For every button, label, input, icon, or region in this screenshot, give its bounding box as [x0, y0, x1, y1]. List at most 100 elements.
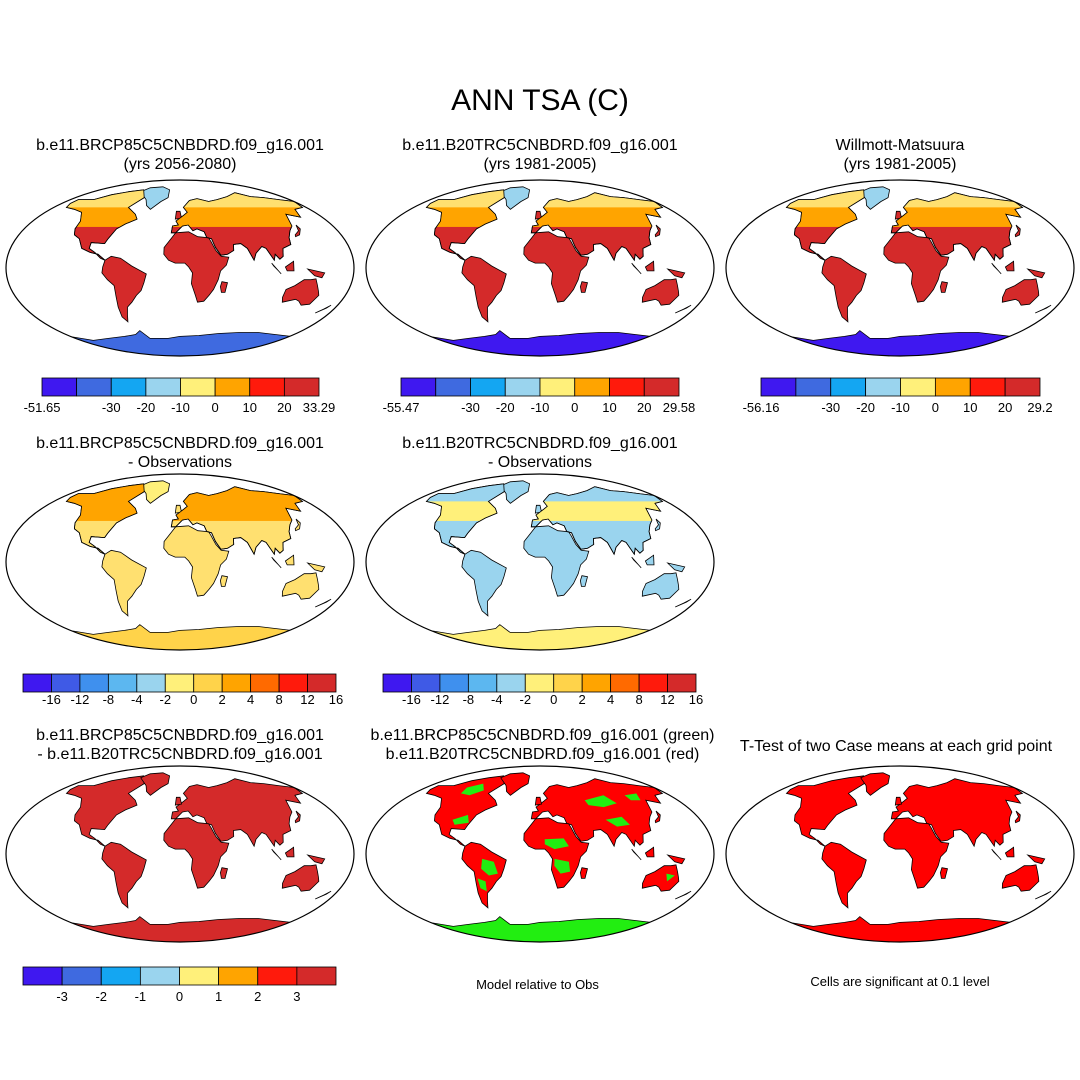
colorbar-swatch	[164, 673, 195, 693]
colorbar-tick-label: 4	[607, 692, 615, 707]
landmass-nz	[675, 304, 692, 314]
landmass-australia	[641, 864, 680, 892]
map-border	[365, 179, 715, 357]
landmass-southAm	[101, 549, 147, 617]
landmass-indonesia1	[991, 262, 1002, 275]
caption-model-relative: Model relative to Obs	[476, 977, 599, 992]
landmass-madagascar	[579, 867, 588, 879]
colorbar-swatch	[110, 377, 147, 397]
map-p5	[365, 473, 715, 651]
colorbar-tick-label: -16	[402, 692, 421, 707]
landmass-southAm	[101, 255, 147, 323]
colorbar-swatch	[470, 377, 506, 397]
colorbar-tick-label: 20	[997, 400, 1013, 415]
colorbar-swatch	[524, 673, 555, 693]
landmass-nz	[1035, 304, 1052, 314]
landmass-png	[306, 268, 326, 279]
landmass-indonesia2	[644, 554, 655, 566]
landmass-png	[306, 854, 326, 865]
colorbar-swatch	[139, 966, 180, 986]
colorbar-tick-label: 0	[550, 692, 558, 707]
landmass-png	[666, 562, 686, 573]
colorbar-tick-label: -20	[136, 400, 156, 415]
colorbar-tick-label: -51.65	[23, 400, 61, 415]
colorbar-swatch	[136, 673, 166, 693]
colorbar-swatch	[179, 966, 220, 986]
landmass-indonesia2	[284, 846, 295, 858]
colorbar-tick-label: 20	[637, 400, 652, 415]
colorbar-swatch	[574, 377, 610, 397]
landmass-japan	[654, 224, 661, 238]
map-border	[5, 473, 355, 651]
landmass-indonesia1	[991, 848, 1002, 861]
colorbar-tick-label: 12	[660, 692, 675, 707]
colorbar-tick-label: 10	[602, 400, 617, 415]
landmass-madagascar	[939, 867, 948, 879]
green-patch	[452, 814, 469, 825]
colorbar-tick-label: 29.2	[1027, 400, 1053, 415]
colorbar-tick-label: -10	[891, 400, 910, 415]
map-border	[725, 179, 1075, 357]
colorbar-swatch	[969, 377, 1006, 397]
colorbar-tick-label: 2	[254, 989, 262, 1004]
landmass-nz	[315, 304, 332, 314]
map-ocean	[366, 766, 714, 942]
panel-2-title-line2: (yrs 1981-2005)	[483, 156, 597, 173]
colorbar-tick-label: -8	[462, 692, 475, 707]
landmass-africa	[523, 231, 590, 303]
landmass-greenland	[500, 480, 531, 504]
colorbar-swatch	[439, 673, 469, 693]
colorbar-swatch	[76, 377, 112, 397]
colorbar-tick-label: 8	[275, 692, 283, 707]
map-ocean	[726, 766, 1074, 942]
green-patch	[477, 878, 487, 892]
landmass-southAm	[821, 841, 867, 909]
landmass-southAm	[101, 841, 147, 909]
panel-8-title: T-Test of two Case means at each grid po…	[712, 737, 1080, 756]
colorbar-swatch	[504, 377, 541, 397]
map-ocean	[6, 766, 354, 942]
colorbar-swatch	[400, 377, 437, 397]
green-patch	[584, 795, 617, 808]
colorbar-swatch	[795, 377, 832, 397]
map-border	[725, 765, 1075, 943]
colorbar-swatch	[900, 377, 936, 397]
panel-1-title: b.e11.BRCP85C5CNBDRD.f09_g16.001 (yrs 20…	[0, 136, 360, 174]
panel-5-title-line2: - Observations	[487, 454, 593, 471]
landmass-nz	[675, 598, 692, 608]
colorbar-tick-label: -20	[856, 400, 876, 415]
colorbar-tick-label: -2	[519, 692, 532, 707]
colorbar-tick-label: 16	[328, 692, 344, 707]
landmass-greenland	[860, 772, 891, 796]
landmass-japan	[654, 518, 661, 532]
panel-2-title: b.e11.B20TRC5CNBDRD.f09_g16.001 (yrs 198…	[360, 136, 720, 174]
colorbar-cb6	[22, 966, 337, 986]
landmass-japan	[1014, 224, 1021, 238]
colorbar-swatch	[79, 673, 109, 693]
colorbar-tick-label: 2	[578, 692, 586, 707]
landmass-southAm	[461, 255, 507, 323]
colorbar-swatch	[667, 673, 697, 693]
landmass-indonesia1	[631, 262, 642, 275]
map-p8	[725, 765, 1075, 943]
colorbar-tick-label: -10	[530, 400, 550, 415]
landmass-australia	[641, 572, 680, 600]
landmass-indonesia2	[644, 846, 655, 858]
colorbar-cb2	[400, 377, 680, 397]
landmass-australia	[1001, 864, 1040, 892]
map-ocean	[6, 180, 354, 356]
colorbar-swatch	[22, 966, 63, 986]
colorbar-tick-label: -16	[42, 692, 61, 707]
landmass-africa	[163, 817, 230, 889]
colorbar-swatch	[1004, 377, 1041, 397]
colorbar-swatch	[100, 966, 141, 986]
panel-6-title-line2: - b.e11.B20TRC5CNBDRD.f09_g16.001	[37, 746, 323, 763]
landmass-japan	[1014, 810, 1021, 824]
landmass-australia	[281, 278, 320, 306]
colorbar-tick-label: -12	[430, 692, 450, 707]
panel-6-title: b.e11.BRCP85C5CNBDRD.f09_g16.001 - b.e11…	[0, 726, 360, 764]
panel-1-title-line1: b.e11.BRCP85C5CNBDRD.f09_g16.001	[36, 137, 324, 154]
panel-3-title: Willmott-Matsuura (yrs 1981-2005)	[720, 136, 1080, 174]
panel-7-title-line1: b.e11.BRCP85C5CNBDRD.f09_g16.001 (green)	[370, 727, 715, 744]
